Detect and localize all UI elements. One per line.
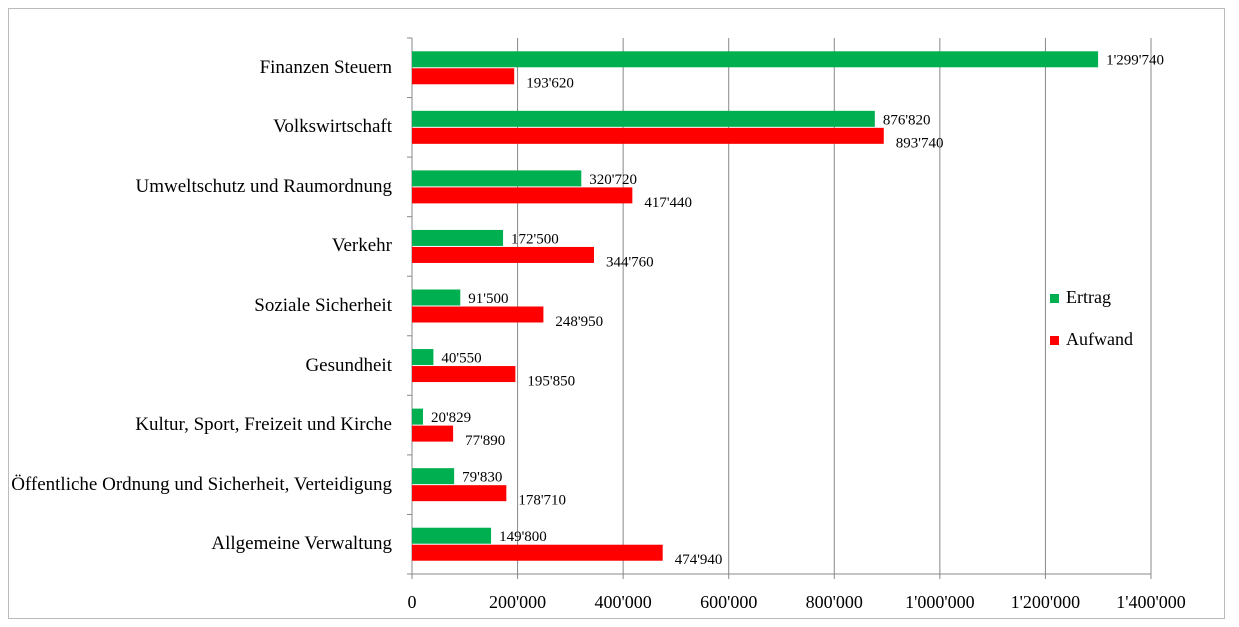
x-tick-label: 400'000	[595, 592, 652, 612]
bar	[412, 68, 515, 85]
x-tick-label: 1'000'000	[905, 592, 975, 612]
y-tick-label-box: Verkehr	[0, 216, 392, 276]
y-tick-label-box: Gesundheit	[0, 336, 392, 396]
legend-label: Aufwand	[1066, 329, 1133, 349]
bar	[412, 289, 461, 306]
bar	[412, 485, 507, 502]
legend-label: Ertrag	[1066, 287, 1111, 307]
x-tick-label: 0	[408, 592, 417, 612]
y-tick-label: Soziale Sicherheit	[254, 295, 392, 316]
data-label: 320'720	[589, 172, 637, 188]
y-tick-label: Allgemeine Verwaltung	[211, 533, 392, 555]
bar	[412, 544, 663, 561]
x-tick-label: 200'000	[489, 592, 546, 612]
data-label: 79'830	[462, 470, 502, 486]
y-tick-label: Volkswirtschaft	[273, 116, 392, 138]
y-tick-label: Gesundheit	[305, 354, 392, 376]
bar	[412, 527, 492, 544]
y-tick-label-box: Volkswirtschaft	[0, 97, 392, 157]
y-tick-label-box: Öffentliche Ordnung und Sicherheit, Vert…	[0, 455, 392, 515]
bar	[412, 229, 504, 246]
x-tick-label: 600'000	[700, 592, 757, 612]
data-label: 248'950	[555, 314, 603, 330]
bar	[412, 349, 434, 366]
legend-swatch	[1050, 336, 1059, 345]
bar	[412, 110, 875, 127]
y-tick-label: Öffentliche Ordnung und Sicherheit, Vert…	[11, 473, 392, 495]
bar	[412, 246, 594, 263]
x-tick-label: 1'400'000	[1116, 592, 1186, 612]
bar	[412, 306, 544, 323]
y-tick-label: Verkehr	[331, 235, 392, 257]
x-tick-label: 800'000	[806, 592, 863, 612]
data-label: 876'820	[883, 112, 931, 128]
bar	[412, 408, 423, 425]
data-label: 77'890	[465, 433, 505, 449]
data-label: 417'440	[644, 195, 692, 211]
data-label: 1'299'740	[1106, 53, 1164, 69]
bar	[412, 187, 633, 204]
chart-frame	[8, 8, 1225, 619]
data-label: 474'940	[675, 552, 723, 568]
y-tick-label-box: Soziale Sicherheit	[0, 276, 392, 336]
data-label: 178'710	[518, 493, 566, 509]
y-tick-label: Kultur, Sport, Freizeit und Kirche	[135, 414, 392, 436]
x-tick-label: 1'200'000	[1011, 592, 1081, 612]
data-label: 91'500	[468, 291, 508, 307]
bar	[412, 366, 516, 383]
bar	[412, 127, 884, 144]
data-label: 149'800	[499, 529, 547, 545]
bar	[412, 468, 455, 485]
data-label: 20'829	[431, 410, 471, 426]
y-tick-label-box: Finanzen Steuern	[0, 38, 392, 98]
y-tick-label-box: Umweltschutz und Raumordnung	[0, 157, 392, 217]
y-tick-label-box: Allgemeine Verwaltung	[0, 514, 392, 574]
legend-swatch	[1050, 294, 1059, 303]
data-label: 195'850	[527, 373, 575, 389]
data-label: 344'760	[606, 254, 654, 270]
data-label: 40'550	[441, 350, 481, 366]
data-label: 172'500	[511, 231, 559, 247]
y-tick-label-box: Kultur, Sport, Freizeit und Kirche	[0, 395, 392, 455]
data-label: 893'740	[896, 135, 944, 151]
bar	[412, 170, 582, 187]
data-label: 193'620	[526, 76, 574, 92]
bar	[412, 51, 1099, 68]
y-tick-label: Finanzen Steuern	[259, 56, 392, 78]
bar	[412, 425, 454, 442]
y-tick-label: Umweltschutz und Raumordnung	[135, 175, 392, 197]
